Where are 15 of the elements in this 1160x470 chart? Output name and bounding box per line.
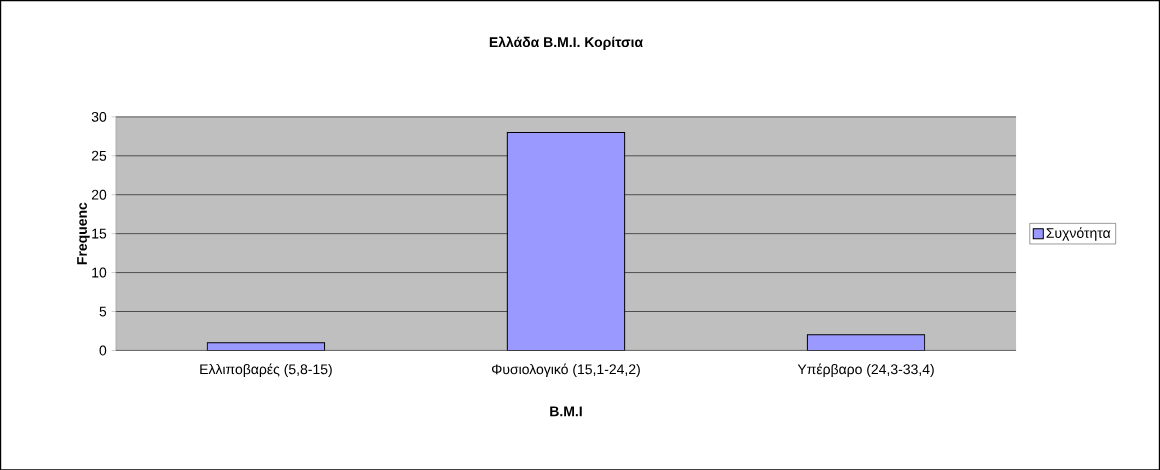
y-tick-label: 10	[92, 267, 107, 278]
y-tick-label: 20	[91, 189, 107, 200]
y-tick-label: 25	[91, 150, 107, 161]
legend-label: Συχνότητα	[1046, 227, 1111, 241]
x-tick-label: Ελλιποβαρές (5,8-15)	[200, 363, 332, 377]
chart-title: Ελλάδα B.M.I. Κορίτσια	[489, 36, 643, 50]
y-tick-label: 15	[92, 228, 107, 239]
y-tick-label: 5	[99, 306, 107, 317]
y-axis-title: Frequenc	[77, 202, 90, 265]
x-tick-label: Υπέρβαρο (24,3-33,4)	[797, 363, 934, 377]
x-tick-label: Φυσιολογικό (15,1-24,2)	[491, 363, 640, 377]
y-tick-label: 30	[91, 111, 107, 122]
x-axis-title: B.M.I	[550, 406, 582, 417]
bar	[506, 131, 626, 351]
y-tick-label: 0	[99, 345, 107, 356]
